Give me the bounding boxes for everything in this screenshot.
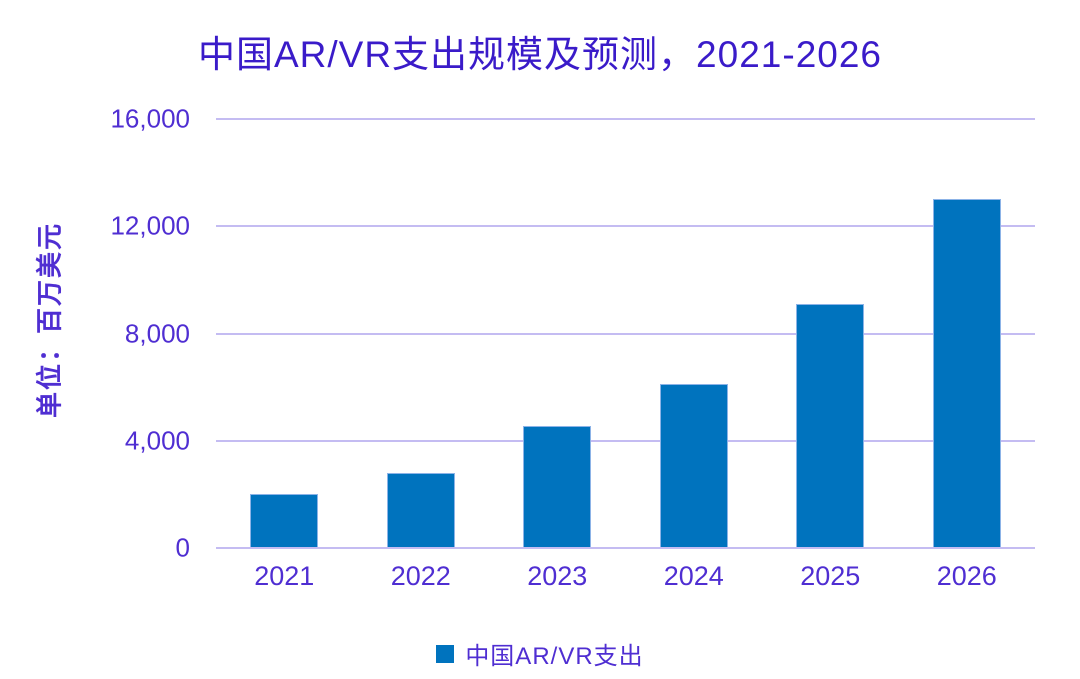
legend: 中国AR/VR支出 xyxy=(0,636,1080,671)
bar-slot xyxy=(762,119,899,548)
legend-swatch xyxy=(436,644,455,663)
gridline xyxy=(216,118,1035,120)
bar-slot xyxy=(899,119,1036,548)
x-tick-label: 2024 xyxy=(663,561,724,591)
bar-slot xyxy=(489,119,626,548)
bar-2026 xyxy=(932,199,1001,548)
y-tick-label: 8,000 xyxy=(124,318,190,348)
y-tick-label: 12,000 xyxy=(110,210,190,241)
gridline xyxy=(216,547,1035,549)
chart-title: 中国AR/VR支出规模及预测，2021-2026 xyxy=(197,34,883,75)
y-tick-label: 4,000 xyxy=(124,425,190,456)
bar-series xyxy=(216,119,1035,548)
x-tick-label: 2021 xyxy=(254,561,315,591)
bar-slot xyxy=(216,119,353,548)
legend-label: 中国AR/VR支出 xyxy=(465,643,644,670)
bar-2024 xyxy=(659,384,728,548)
y-axis: 0 4,000 8,000 12,000 16,000 xyxy=(0,104,190,563)
y-tick-label: 0 xyxy=(175,532,190,563)
bar-2022 xyxy=(386,472,455,548)
bar-slot xyxy=(626,119,763,548)
x-tick-label: 2025 xyxy=(800,561,861,591)
x-axis: 2021 2022 2023 2024 2025 2026 xyxy=(216,561,1035,592)
x-tick-label: 2026 xyxy=(936,561,997,591)
gridline xyxy=(216,439,1035,442)
x-tick-label: 2022 xyxy=(390,561,451,591)
bar-2021 xyxy=(250,494,319,548)
bar-2025 xyxy=(796,304,865,548)
x-tick-label: 2023 xyxy=(527,561,588,591)
gridline xyxy=(216,332,1035,335)
y-tick-label: 16,000 xyxy=(110,103,190,134)
plot-area xyxy=(216,118,1035,549)
bar-2023 xyxy=(523,426,592,548)
gridline xyxy=(216,225,1035,228)
bar-slot xyxy=(353,119,490,548)
